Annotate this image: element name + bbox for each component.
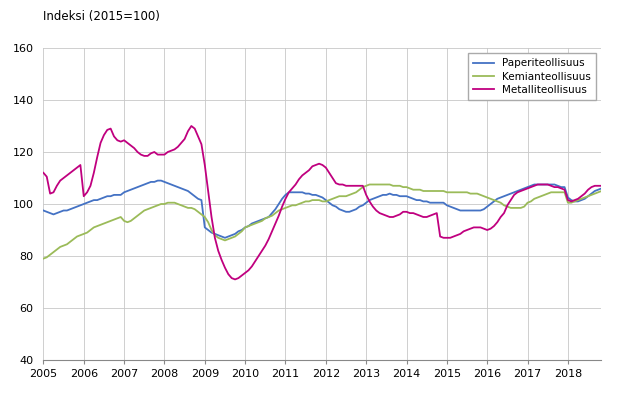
Paperiteollisuus bbox=[205, 228, 212, 232]
Kemianteollisuus bbox=[141, 208, 148, 213]
Paperiteollisuus bbox=[141, 182, 148, 187]
Kemianteollisuus bbox=[201, 214, 208, 219]
Metalliteollisuus bbox=[238, 273, 246, 278]
Metalliteollisuus bbox=[376, 211, 383, 216]
Line: Metalliteollisuus: Metalliteollisuus bbox=[43, 126, 605, 279]
Metalliteollisuus bbox=[141, 154, 148, 158]
Legend: Paperiteollisuus, Kemianteollisuus, Metalliteollisuus: Paperiteollisuus, Kemianteollisuus, Meta… bbox=[467, 53, 596, 100]
Kemianteollisuus bbox=[366, 182, 373, 187]
Paperiteollisuus bbox=[366, 198, 373, 202]
Kemianteollisuus bbox=[601, 187, 609, 192]
Metalliteollisuus bbox=[231, 277, 239, 282]
Text: Indeksi (2015=100): Indeksi (2015=100) bbox=[43, 10, 161, 23]
Metalliteollisuus bbox=[366, 199, 373, 204]
Metalliteollisuus bbox=[188, 124, 195, 128]
Kemianteollisuus bbox=[490, 198, 498, 202]
Paperiteollisuus bbox=[154, 178, 161, 183]
Metalliteollisuus bbox=[494, 220, 501, 224]
Kemianteollisuus bbox=[40, 256, 47, 261]
Paperiteollisuus bbox=[40, 208, 47, 213]
Metalliteollisuus bbox=[601, 183, 609, 188]
Kemianteollisuus bbox=[373, 182, 380, 187]
Paperiteollisuus bbox=[601, 186, 609, 191]
Paperiteollisuus bbox=[238, 228, 246, 232]
Paperiteollisuus bbox=[376, 194, 383, 198]
Kemianteollisuus bbox=[231, 234, 239, 239]
Line: Paperiteollisuus: Paperiteollisuus bbox=[43, 180, 605, 238]
Metalliteollisuus bbox=[40, 170, 47, 175]
Line: Kemianteollisuus: Kemianteollisuus bbox=[43, 184, 605, 258]
Paperiteollisuus bbox=[494, 196, 501, 201]
Paperiteollisuus bbox=[221, 235, 229, 240]
Metalliteollisuus bbox=[205, 189, 212, 194]
Kemianteollisuus bbox=[359, 185, 366, 190]
